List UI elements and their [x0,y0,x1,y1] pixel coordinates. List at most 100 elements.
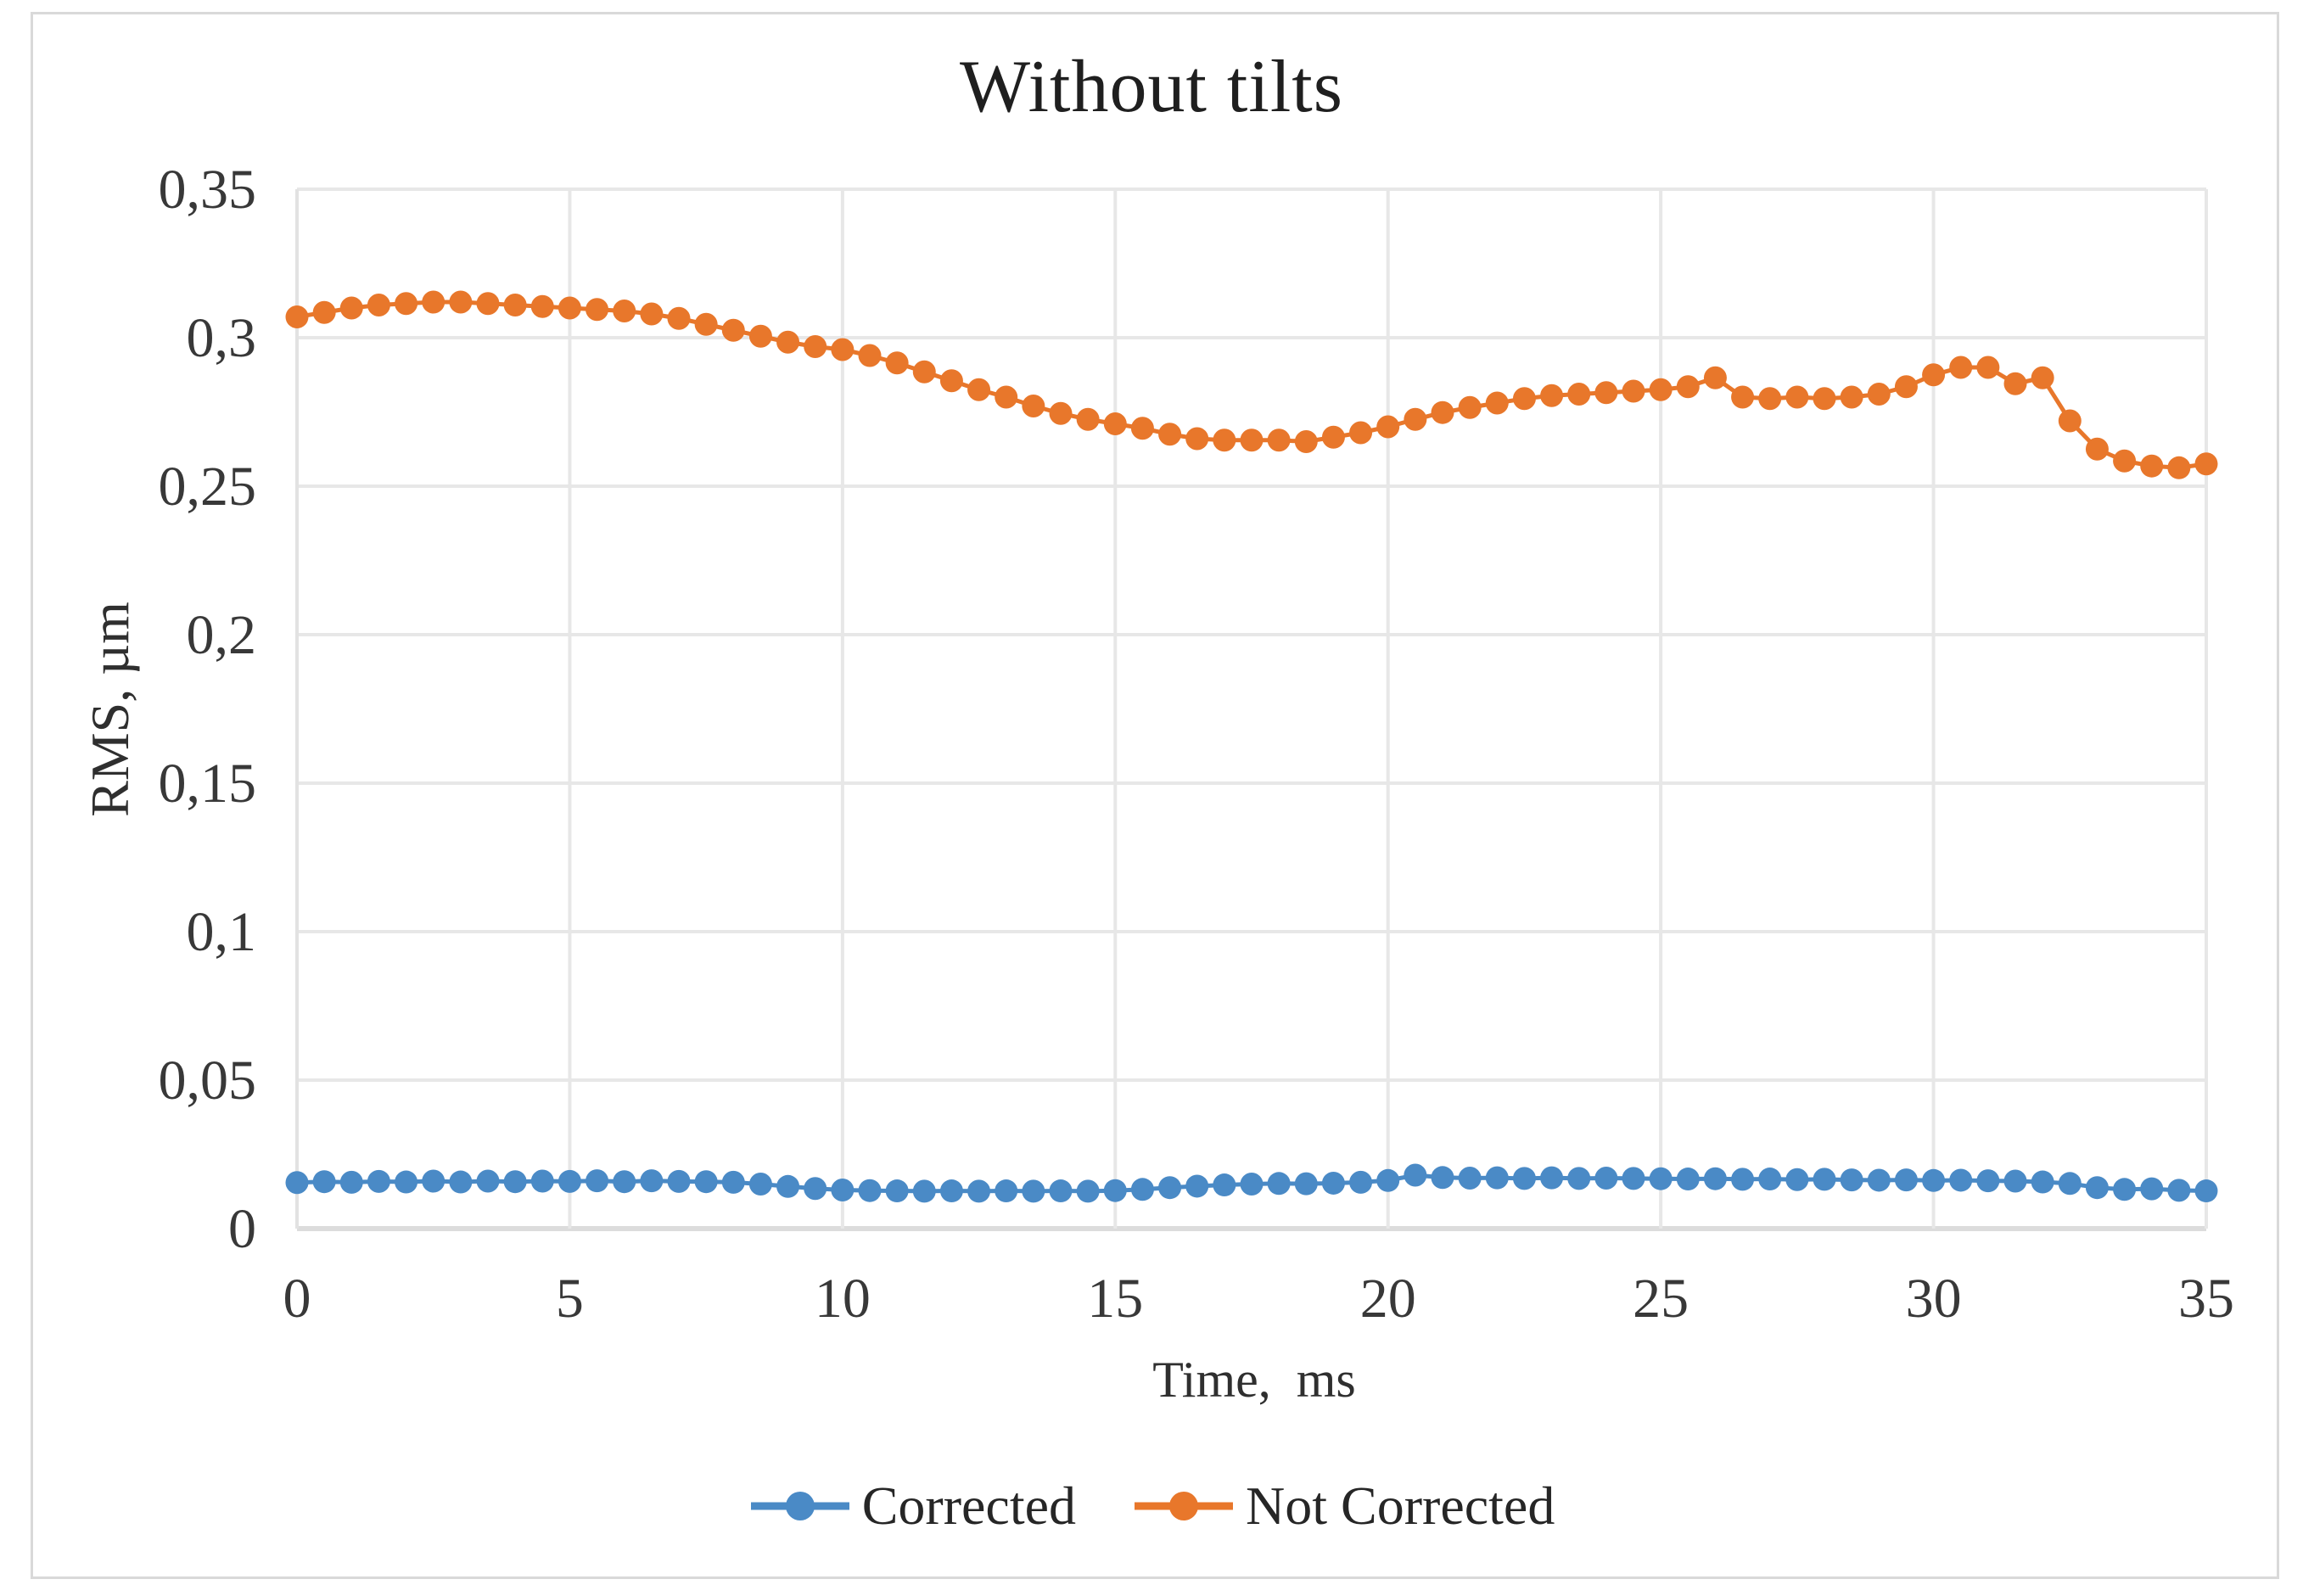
y-axis-title: RMS, µm [80,602,140,817]
data-point [1240,428,1264,452]
data-point [1785,385,1809,409]
data-point [967,378,991,401]
data-point [667,306,691,330]
data-point [1540,384,1564,407]
data-point [1458,1167,1482,1190]
y-tick-label: 0,2 [187,604,257,666]
data-point [1185,1174,1209,1198]
y-tick-label: 0,15 [159,753,257,815]
data-point [1840,1168,1863,1192]
data-point [1922,363,1946,387]
y-tick-label: 0,3 [187,307,257,369]
data-point [2194,1179,2218,1203]
data-point [804,1177,827,1201]
data-point [558,296,581,320]
data-point [640,1169,664,1193]
data-point [476,292,500,316]
data-point [1130,417,1154,440]
data-point [721,1170,745,1194]
chart-title: Without tilts [960,46,1343,128]
data-point [1267,428,1291,452]
legend: Corrected Not Corrected [0,1475,2303,1537]
data-point [1130,1178,1154,1201]
data-point [1785,1168,1809,1191]
data-point [748,324,772,348]
data-point [558,1169,581,1193]
data-point [804,335,827,358]
data-point [912,1179,936,1203]
data-point [1594,1167,1618,1190]
data-point [939,1179,963,1203]
data-point [1076,407,1100,431]
data-point [339,296,363,320]
data-point [2113,449,2137,473]
data-point [1022,395,1045,417]
data-point [1622,379,1645,403]
corrected-series-marker-icon [750,1492,849,1520]
data-point [339,1170,363,1194]
data-point [1485,1166,1509,1190]
data-point [1976,356,2000,379]
data-point [939,369,963,393]
data-point [1567,1167,1591,1190]
data-point [503,1170,527,1194]
data-point [613,300,636,322]
data-point [721,318,745,342]
data-point [1404,407,1427,431]
data-point [1976,1169,2000,1193]
data-point [1103,412,1127,435]
data-point [395,1170,418,1194]
data-point [1949,356,1973,379]
data-point [967,1179,991,1203]
data-point [2113,1178,2137,1201]
legend-label-corrected: Corrected [861,1476,1076,1536]
data-point [422,290,445,314]
x-tick-label: 20 [1360,1268,1416,1330]
data-point [1922,1168,1946,1192]
x-tick-label: 10 [815,1268,871,1330]
data-point [2031,366,2054,389]
data-point [1894,375,1918,399]
data-point [1376,1168,1400,1192]
data-point [1567,383,1591,406]
x-tick-label: 25 [1633,1268,1689,1330]
data-point [1949,1168,1973,1192]
data-point [449,290,473,314]
data-point [667,1169,691,1193]
data-point [885,1179,909,1203]
data-point [1294,1172,1318,1196]
data-point [449,1170,473,1194]
data-point [776,330,800,354]
y-tick-label: 0 [228,1198,256,1260]
data-point [1485,391,1509,415]
data-point [694,1170,718,1194]
data-point [285,1171,309,1195]
data-point [1594,381,1618,405]
data-point [1813,387,1836,411]
data-point [858,1179,882,1202]
data-point [640,302,664,326]
data-point [476,1169,500,1193]
data-point [748,1173,772,1196]
data-point [1049,401,1073,425]
data-point [1649,1167,1673,1190]
data-point [312,300,336,324]
legend-label-not-corrected: Not Corrected [1246,1476,1555,1536]
data-point [2058,409,2082,433]
data-point [1022,1179,1045,1203]
data-point [1894,1168,1918,1192]
data-point [1158,1176,1182,1200]
data-point [1676,375,1700,399]
data-point [2003,1169,2027,1193]
x-axis-title: Time, ms [1152,1352,1356,1408]
data-point [613,1170,636,1194]
data-point [395,292,418,316]
x-tick-label: 15 [1087,1268,1143,1330]
data-point [2003,372,2027,395]
data-point [1349,1170,1373,1194]
y-tick-label: 0,05 [159,1050,257,1112]
data-point [1349,421,1373,445]
data-point [1458,395,1482,419]
data-point [1240,1173,1264,1196]
